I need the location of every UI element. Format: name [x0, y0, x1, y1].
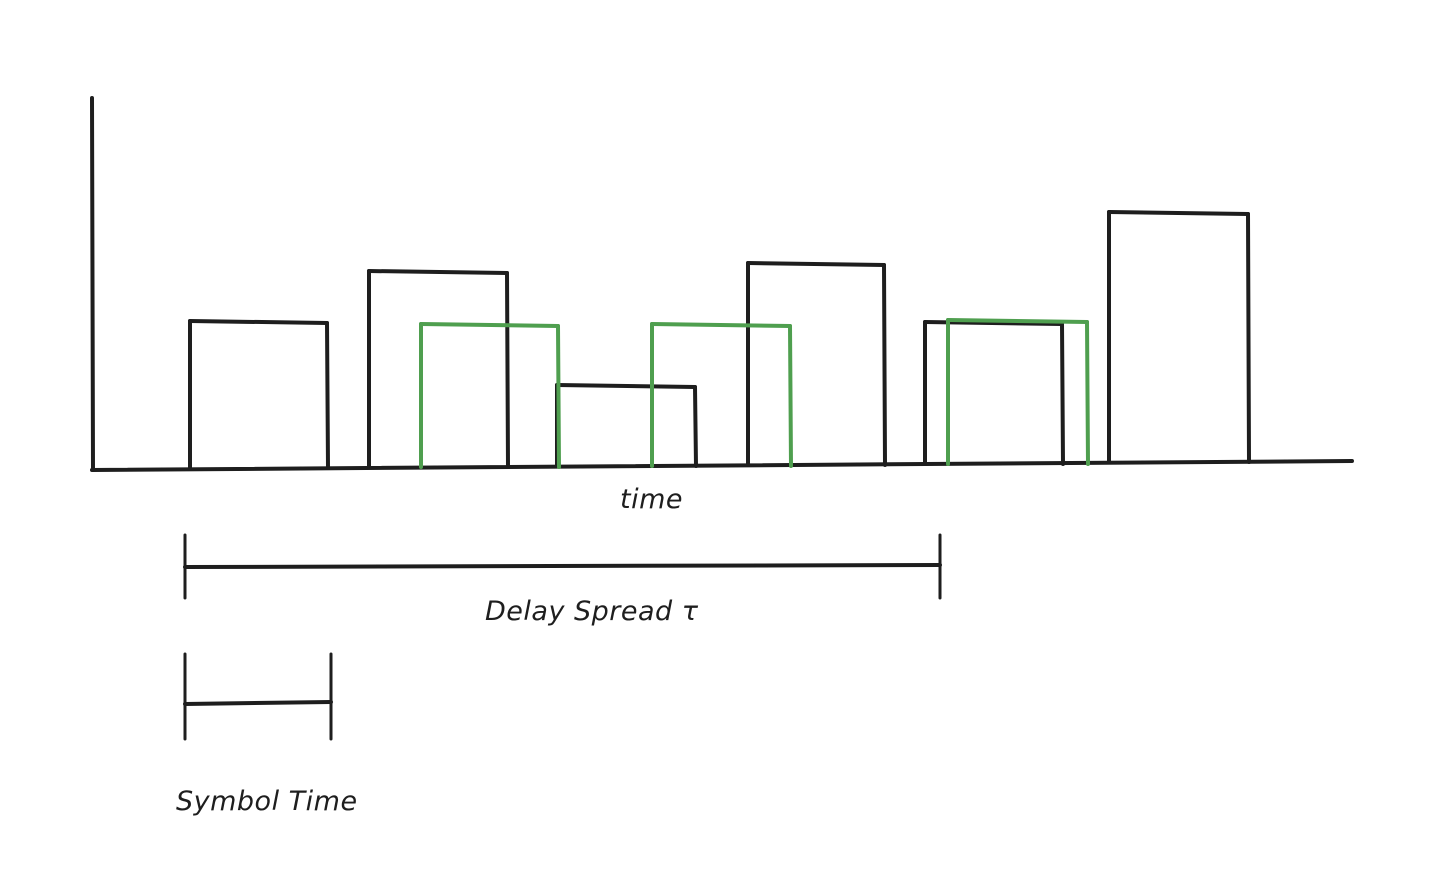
measurement-brackets [183, 533, 942, 741]
pulse-top-edge [188, 319, 329, 325]
y-axis-line [90, 96, 95, 472]
delayed-pulse-3 [946, 318, 1090, 466]
delay-spread-label: Delay Spread τ [485, 596, 699, 627]
symbol-pulse-4 [746, 261, 887, 467]
pulse-right-edge [505, 271, 510, 469]
pulse-top-edge [650, 322, 792, 328]
symbol-pulse-3 [555, 383, 698, 468]
pulse-right-edge [556, 324, 561, 469]
axes [90, 96, 1354, 472]
delayed-pulse-1 [419, 322, 561, 469]
delayed-pulse-2 [650, 322, 793, 468]
symbol-pulse-1 [188, 319, 330, 470]
pulse-right-edge [882, 263, 887, 467]
pulse-top-edge [746, 261, 886, 267]
pulse-right-edge [788, 324, 793, 468]
bracket-span-line [183, 700, 333, 706]
pulse-right-edge [325, 321, 330, 470]
pulse-top-edge [946, 318, 1089, 324]
symbol-time-bracket [183, 652, 333, 741]
symbol-pulse-6 [1107, 210, 1251, 464]
symbol-pulse-2 [367, 269, 510, 469]
pulse-top-edge [419, 322, 560, 328]
pulse-right-edge [1060, 322, 1065, 466]
symbol-time-label: Symbol Time [176, 786, 358, 817]
bracket-span-line [183, 563, 942, 569]
pulse-right-edge [693, 385, 698, 468]
transmitted-symbols [188, 210, 1251, 470]
pulse-right-edge [1085, 320, 1090, 466]
symbol-pulse-5 [923, 320, 1065, 466]
x-axis-label: time [620, 484, 684, 515]
delayed-symbol-copies [419, 318, 1090, 469]
delay-spread-bracket [183, 533, 942, 600]
pulse-top-edge [367, 269, 509, 275]
x-axis-line [90, 459, 1354, 472]
pulse-top-edge [1107, 210, 1250, 216]
pulse-top-edge [555, 383, 697, 389]
pulse-right-edge [1246, 212, 1251, 464]
